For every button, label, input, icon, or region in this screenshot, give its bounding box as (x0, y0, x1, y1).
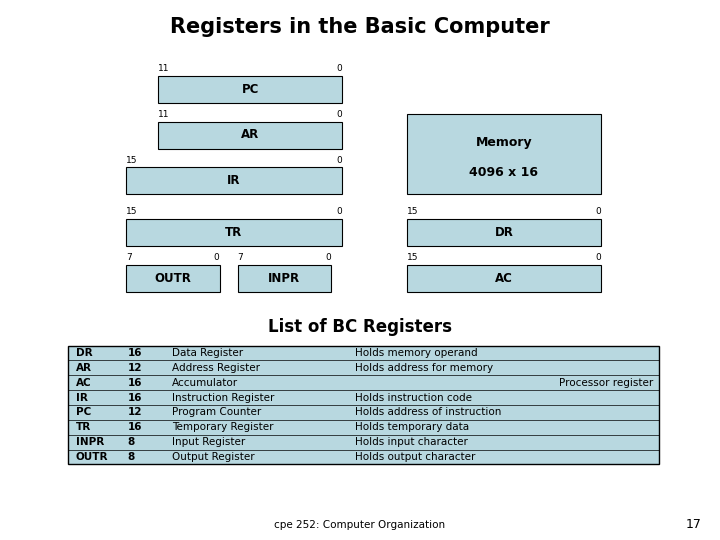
Text: Output Register: Output Register (172, 452, 254, 462)
Text: AR: AR (76, 363, 91, 373)
Text: 0: 0 (336, 156, 342, 165)
Text: List of BC Registers: List of BC Registers (268, 318, 452, 336)
Text: TR: TR (76, 422, 91, 433)
Text: 0: 0 (336, 207, 342, 216)
Text: Holds instruction code: Holds instruction code (355, 393, 472, 403)
Text: 0: 0 (325, 253, 331, 262)
Text: 11: 11 (158, 64, 170, 73)
Text: Processor register: Processor register (559, 377, 653, 388)
FancyBboxPatch shape (407, 265, 601, 292)
Text: 0: 0 (595, 207, 601, 216)
Text: 0: 0 (336, 110, 342, 119)
Text: 15: 15 (126, 207, 138, 216)
FancyBboxPatch shape (126, 167, 342, 194)
Text: Input Register: Input Register (172, 437, 245, 447)
Text: 0: 0 (214, 253, 220, 262)
Text: Program Counter: Program Counter (172, 407, 261, 417)
Text: INPR: INPR (269, 272, 300, 285)
FancyBboxPatch shape (126, 265, 220, 292)
Text: DR: DR (495, 226, 513, 239)
Text: 8: 8 (127, 452, 135, 462)
Text: AC: AC (495, 272, 513, 285)
Text: 8: 8 (127, 437, 135, 447)
Text: 17: 17 (686, 518, 702, 531)
Text: Instruction Register: Instruction Register (172, 393, 274, 403)
Text: Data Register: Data Register (172, 348, 243, 358)
Text: 16: 16 (127, 377, 142, 388)
FancyBboxPatch shape (407, 114, 601, 194)
Text: IR: IR (228, 174, 240, 187)
Text: Holds address for memory: Holds address for memory (355, 363, 493, 373)
Text: 12: 12 (127, 363, 142, 373)
Text: AC: AC (76, 377, 91, 388)
Text: Address Register: Address Register (172, 363, 260, 373)
Text: 7: 7 (238, 253, 243, 262)
FancyBboxPatch shape (158, 76, 342, 103)
Text: 7: 7 (126, 253, 132, 262)
FancyBboxPatch shape (238, 265, 331, 292)
Text: Holds temporary data: Holds temporary data (355, 422, 469, 433)
Text: Temporary Register: Temporary Register (172, 422, 273, 433)
Text: 12: 12 (127, 407, 142, 417)
FancyBboxPatch shape (126, 219, 342, 246)
FancyBboxPatch shape (158, 122, 342, 148)
Text: AR: AR (241, 129, 259, 141)
Text: 15: 15 (407, 253, 418, 262)
Text: OUTR: OUTR (76, 452, 108, 462)
Text: 11: 11 (158, 110, 170, 119)
Text: 15: 15 (126, 156, 138, 165)
Text: PC: PC (241, 83, 259, 96)
Text: INPR: INPR (76, 437, 104, 447)
Text: 15: 15 (407, 207, 418, 216)
Text: Registers in the Basic Computer: Registers in the Basic Computer (170, 17, 550, 37)
FancyBboxPatch shape (68, 346, 659, 464)
Text: Holds input character: Holds input character (355, 437, 467, 447)
Text: 4096 x 16: 4096 x 16 (469, 166, 539, 179)
Text: PC: PC (76, 407, 91, 417)
Text: TR: TR (225, 226, 243, 239)
Text: Accumulator: Accumulator (172, 377, 238, 388)
Text: Holds address of instruction: Holds address of instruction (355, 407, 501, 417)
Text: cpe 252: Computer Organization: cpe 252: Computer Organization (274, 520, 446, 530)
Text: 16: 16 (127, 348, 142, 358)
Text: OUTR: OUTR (154, 272, 192, 285)
Text: Holds output character: Holds output character (355, 452, 475, 462)
Text: Memory: Memory (476, 136, 532, 149)
Text: 0: 0 (595, 253, 601, 262)
Text: DR: DR (76, 348, 92, 358)
Text: 16: 16 (127, 393, 142, 403)
Text: Holds memory operand: Holds memory operand (355, 348, 477, 358)
Text: 0: 0 (336, 64, 342, 73)
Text: 16: 16 (127, 422, 142, 433)
Text: IR: IR (76, 393, 87, 403)
FancyBboxPatch shape (407, 219, 601, 246)
